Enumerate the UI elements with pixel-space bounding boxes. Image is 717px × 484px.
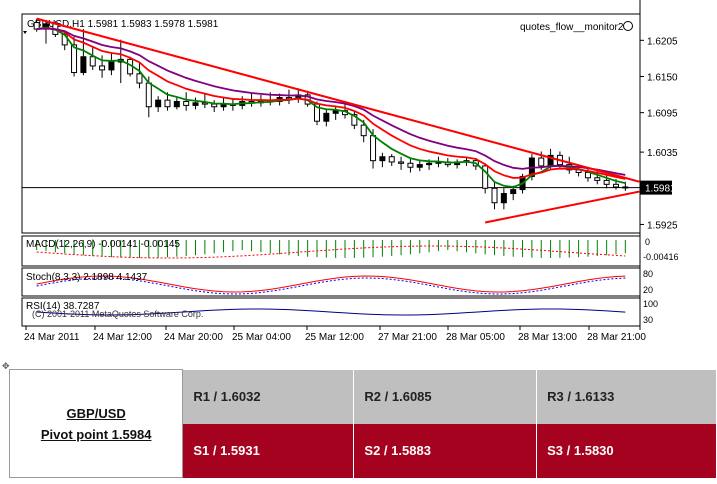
- candle-body: [482, 165, 489, 189]
- ma-fast-line: [36, 26, 626, 188]
- candle-body: [594, 177, 601, 181]
- candle-body: [173, 100, 180, 108]
- candle-body: [407, 162, 414, 168]
- candle-body: [500, 193, 507, 204]
- resistance-trendline: [36, 17, 640, 183]
- candle-body: [603, 179, 610, 185]
- current-price-label: 1.5981: [645, 184, 676, 195]
- time-tick-label: 27 Mar 21:00: [378, 332, 437, 343]
- stoch-axis-low: 20: [643, 285, 653, 295]
- candle-body: [351, 114, 358, 126]
- candle-body: [612, 183, 619, 188]
- time-tick-label: 25 Mar 04:00: [232, 332, 291, 343]
- candle-body: [416, 164, 423, 168]
- time-tick-label: 24 Mar 12:00: [93, 332, 152, 343]
- macd-axis-min: -0.00416: [643, 252, 679, 262]
- candle-body: [622, 186, 629, 189]
- support-trendline: [484, 190, 640, 224]
- time-tick-label: 28 Mar 21:00: [587, 332, 646, 343]
- candle-body: [398, 161, 405, 164]
- resistance-2: R2 / 1.6085: [353, 369, 538, 424]
- candle-body: [80, 56, 87, 74]
- candle-body: [211, 103, 218, 108]
- candle-body: [155, 99, 162, 108]
- price-tick-label: 1.6095: [647, 109, 678, 120]
- time-tick-label: 25 Mar 12:00: [305, 332, 364, 343]
- candle-body: [136, 73, 143, 84]
- chart-corner-icon: [23, 31, 27, 34]
- ma-slow-line: [36, 27, 626, 176]
- stoch-label: Stoch(8,3,3) 2.1898 4.1437: [26, 272, 148, 283]
- copyright-label: (C) 2001-2011 MetaQuotes Software Corp.: [32, 309, 203, 319]
- rsi-line: [36, 308, 626, 316]
- candle-body: [192, 102, 199, 106]
- stoch-signal-line: [36, 277, 626, 295]
- rsi-label: RSI(14) 38.7287: [26, 301, 100, 312]
- rsi-axis-low: 30: [643, 315, 653, 325]
- macd-label: MACD(12,26,9) -0.00141 -0.00145: [26, 239, 180, 250]
- current-price-box: [640, 180, 672, 195]
- table-move-handle-icon[interactable]: ✥: [2, 362, 10, 372]
- support-2: S2 / 1.5883: [353, 423, 538, 478]
- support-3: S3 / 1.5830: [536, 423, 717, 478]
- pair-name: GBP/USD: [66, 405, 126, 421]
- pair-cell: GBP/USD Pivot point 1.5984: [8, 369, 184, 478]
- stoch-main-line: [36, 275, 626, 293]
- rsi-axis-high: 100: [643, 299, 658, 309]
- candle-body: [538, 157, 545, 167]
- candle-body: [510, 189, 517, 195]
- time-tick-label: 24 Mar 20:00: [164, 332, 223, 343]
- stoch-axis-high: 80: [643, 269, 653, 279]
- candle-body: [426, 162, 433, 166]
- candle-body: [99, 65, 106, 71]
- candle-body: [388, 156, 395, 163]
- candle-body: [323, 112, 330, 122]
- resistance-1: R1 / 1.6032: [182, 369, 355, 424]
- time-tick-label: 28 Mar 05:00: [446, 332, 505, 343]
- candle-body: [164, 99, 171, 108]
- expert-label: quotes_flow__monitor2: [520, 22, 624, 33]
- resistance-3: R3 / 1.6133: [536, 369, 717, 424]
- price-tick-label: 1.6035: [647, 148, 678, 159]
- candle-body: [71, 44, 78, 74]
- expert-smile-icon: [623, 21, 633, 31]
- pivot-table: GBP/USD Pivot point 1.5984 R1 / 1.6032 R…: [8, 369, 717, 478]
- candle-body: [370, 135, 377, 162]
- candle-body: [145, 82, 152, 108]
- ma-mid-line: [36, 27, 626, 180]
- candle-body: [89, 56, 96, 67]
- pivot-point: Pivot point 1.5984: [40, 426, 152, 442]
- candle-body: [108, 61, 115, 71]
- chart-header: GBPUSD,H1 1.5981 1.5983 1.5978 1.5981: [27, 19, 219, 30]
- price-tick-label: 1.6150: [647, 72, 678, 83]
- price-chart: GBPUSD,H1 1.5981 1.5983 1.5978 1.5981 quo…: [21, 0, 679, 343]
- chart-canvas: GBPUSD,H1 1.5981 1.5983 1.5978 1.5981 quo…: [21, 0, 679, 343]
- candle-body: [491, 187, 498, 204]
- price-tick-label: 1.6205: [647, 36, 678, 47]
- candle-body: [360, 124, 367, 137]
- price-tick-label: 1.5925: [647, 220, 678, 231]
- time-tick-label: 24 Mar 2011: [24, 332, 80, 343]
- candle-body: [332, 110, 339, 114]
- support-1: S1 / 1.5931: [182, 423, 355, 478]
- candle-body: [379, 156, 386, 162]
- time-tick-label: 28 Mar 13:00: [518, 332, 577, 343]
- candle-body: [183, 100, 190, 106]
- macd-axis-zero: 0: [645, 237, 650, 247]
